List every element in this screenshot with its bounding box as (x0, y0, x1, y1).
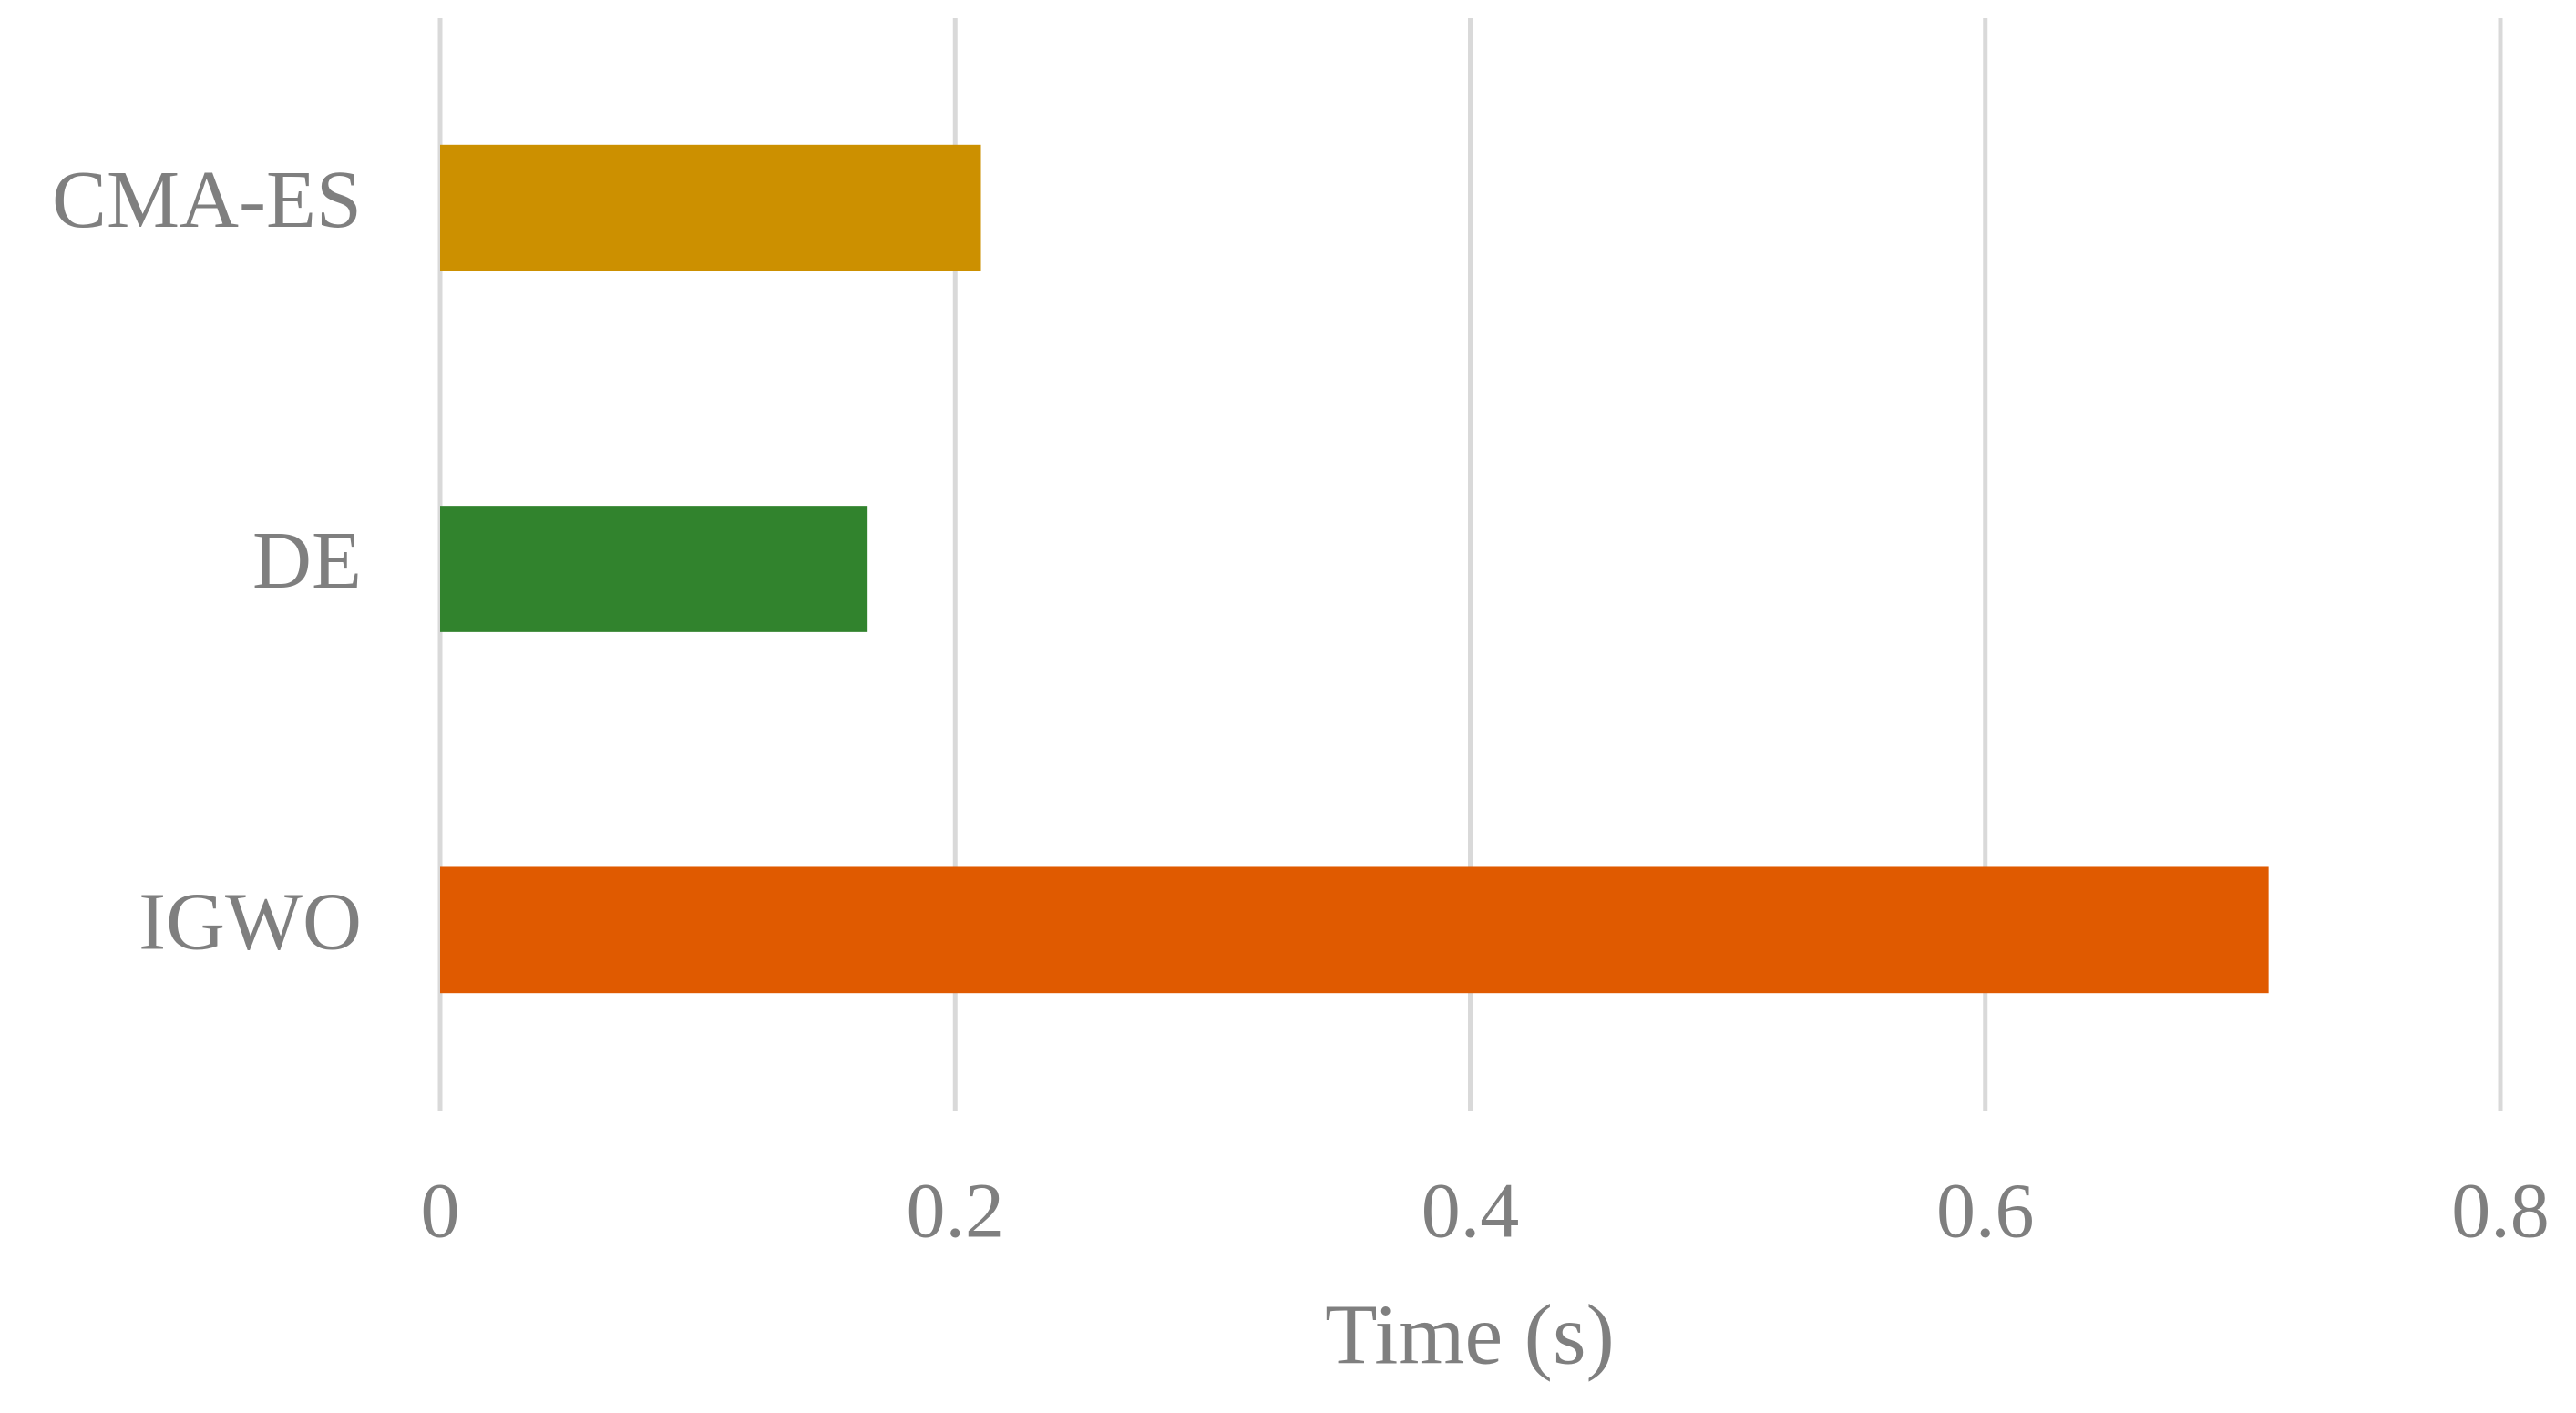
y-tick-label: DE (252, 516, 362, 606)
x-tick-label: 0.6 (1936, 1167, 2035, 1254)
bar (440, 866, 2269, 994)
bar (440, 506, 868, 632)
x-tick-label: 0.2 (907, 1167, 1005, 1254)
y-tick-label: IGWO (139, 876, 362, 967)
x-axis-title: Time (s) (1325, 1288, 1615, 1383)
bar (440, 144, 981, 271)
x-tick-label: 0.8 (2451, 1167, 2550, 1254)
x-tick-label: 0.4 (1421, 1167, 1520, 1254)
x-tick-label: 0 (421, 1167, 460, 1254)
y-tick-label: CMA-ES (52, 155, 362, 245)
